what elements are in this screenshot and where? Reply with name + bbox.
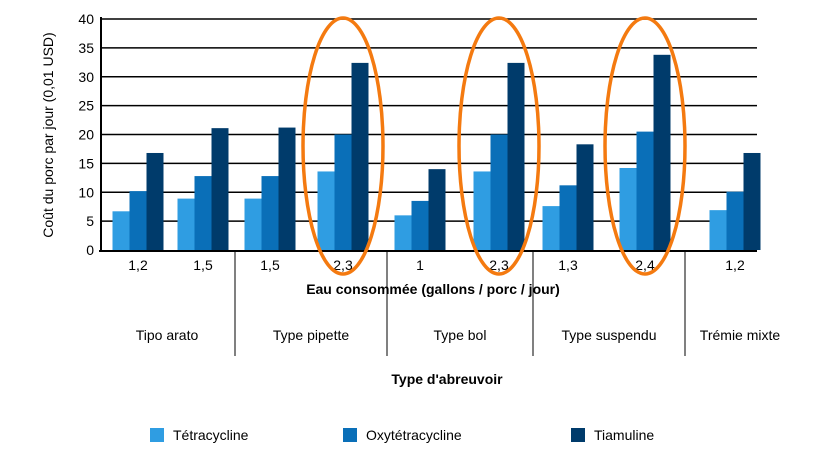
- x-tick-label: 1,5: [260, 257, 280, 273]
- bar-tiamuline: [653, 54, 671, 251]
- group-label: Type pipette: [273, 327, 349, 343]
- x-tick-label: 1,5: [193, 257, 213, 273]
- y-tick-label: 20: [78, 127, 94, 143]
- y-tick-label: 0: [86, 242, 94, 258]
- bar-tétracycline: [112, 211, 130, 250]
- bar-oxytétracycline: [411, 200, 429, 250]
- x-tick-label: 2,3: [489, 257, 509, 273]
- bar-oxytétracycline: [129, 191, 147, 250]
- bar-tétracycline: [317, 171, 335, 250]
- bar-tiamuline: [428, 169, 446, 250]
- bar-tiamuline: [743, 152, 761, 250]
- highlight-ellipse: [301, 16, 385, 276]
- bar-tétracycline: [244, 198, 262, 250]
- y-tick-label: 5: [86, 213, 94, 229]
- bar-oxytétracycline: [261, 176, 279, 250]
- bar-tétracycline: [473, 171, 491, 250]
- legend-label: Oxytétracycline: [366, 427, 462, 443]
- highlight-ellipses: [301, 16, 687, 276]
- highlight-ellipse: [457, 16, 541, 276]
- legend-label: Tétracycline: [173, 427, 249, 443]
- x-axis-title: Eau consommée (gallons / porc / jour): [306, 281, 560, 297]
- bar-oxytétracycline: [334, 134, 352, 250]
- x-tick-label: 1: [416, 257, 424, 273]
- legend-swatch: [571, 428, 585, 442]
- y-tick-labels: 0 5 10 15 20 25 30 35 40: [78, 11, 94, 258]
- bar-tétracycline: [619, 167, 637, 250]
- bar-tiamuline: [576, 144, 594, 250]
- group-label: Type bol: [434, 327, 487, 343]
- x-tick-label: 1,2: [725, 257, 745, 273]
- legend: Tétracycline Oxytétracycline Tiamuline: [150, 427, 654, 443]
- x-tick-labels: 1,2 1,5 1,5 2,3 1 2,3 1,3 2,4 1,2: [128, 257, 745, 273]
- bar-tétracycline: [542, 206, 560, 250]
- x-tick-label: 2,3: [333, 257, 353, 273]
- bar-tiamuline: [146, 152, 164, 250]
- group-label: Tipo arato: [136, 327, 199, 343]
- y-tick-label: 10: [78, 184, 94, 200]
- y-tick-label: 35: [78, 40, 94, 56]
- y-tick-label: 15: [78, 155, 94, 171]
- legend-label: Tiamuline: [594, 427, 654, 443]
- x-tick-label: 2,4: [635, 257, 655, 273]
- bar-tétracycline: [709, 210, 727, 250]
- bar-oxytétracycline: [636, 131, 654, 250]
- x-tick-label: 1,2: [128, 257, 148, 273]
- highlight-ellipse: [603, 16, 687, 276]
- group-label: Type suspendu: [562, 327, 657, 343]
- bar-tiamuline: [211, 128, 229, 250]
- y-tick-label: 30: [78, 69, 94, 85]
- group-dividers: [234, 252, 686, 356]
- bars: [112, 54, 761, 251]
- bar-tiamuline: [507, 62, 525, 250]
- legend-swatch: [343, 428, 357, 442]
- y-tick-label: 25: [78, 98, 94, 114]
- y-tick-label: 40: [78, 11, 94, 27]
- group-labels: Tipo arato Type pipette Type bol Type suspe…: [136, 327, 781, 343]
- bar-tiamuline: [351, 62, 369, 250]
- group-axis-title: Type d'abreuvoir: [391, 371, 503, 387]
- bar-oxytétracycline: [559, 185, 577, 250]
- bar-oxytétracycline: [194, 176, 212, 250]
- bar-oxytétracycline: [726, 191, 744, 250]
- x-tick-label: 1,3: [558, 257, 578, 273]
- y-axis-title: Coût du porc par jour (0,01 USD): [40, 32, 56, 237]
- bar-tétracycline: [394, 215, 412, 250]
- legend-swatch: [150, 428, 164, 442]
- group-label: Trémie mixte: [700, 327, 781, 343]
- bar-tétracycline: [177, 198, 195, 250]
- bar-oxytétracycline: [490, 134, 508, 250]
- bar-tiamuline: [278, 127, 296, 250]
